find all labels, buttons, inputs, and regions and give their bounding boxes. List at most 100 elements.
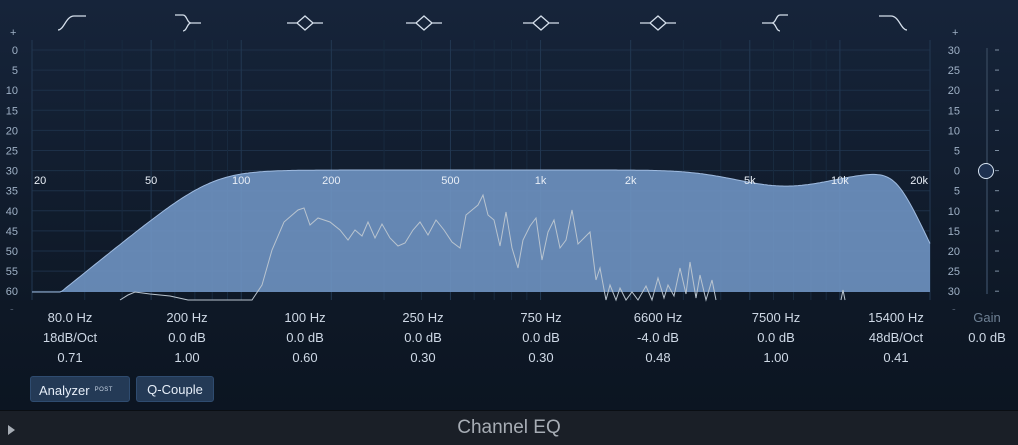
band-5-params: 750 Hz 0.0 dB 0.30: [481, 308, 601, 368]
right-scale-label: 30: [948, 286, 960, 298]
left-scale-label: 50: [6, 246, 18, 258]
band-gain[interactable]: 48dB/Oct: [868, 330, 924, 345]
left-scale-label: 35: [6, 186, 18, 198]
band-frequency[interactable]: 200 Hz: [166, 310, 208, 325]
right-scale-label: 0: [954, 166, 960, 178]
frequency-label: 2k: [625, 175, 637, 187]
left-scale-label: 55: [6, 266, 18, 278]
analyzer-button[interactable]: Analyzer POST: [30, 376, 130, 402]
band-frequency[interactable]: 750 Hz: [520, 310, 562, 325]
frequency-label: 5k: [744, 175, 756, 187]
band-1-params: 80.0 Hz 18dB/Oct 0.71: [10, 308, 130, 368]
band-q[interactable]: 0.30: [528, 350, 554, 365]
left-scale-label: 10: [6, 85, 18, 97]
left-scale-label: 45: [6, 226, 18, 238]
left-scale-label: 0: [12, 45, 18, 57]
band-7-params: 7500 Hz 0.0 dB 1.00: [716, 308, 836, 368]
right-scale-label: 10: [948, 206, 960, 218]
right-scale-label: 10: [948, 125, 960, 137]
band-q[interactable]: 0.41: [883, 350, 909, 365]
band-2-params: 200 Hz 0.0 dB 1.00: [127, 308, 247, 368]
gain-slider-knob[interactable]: [978, 162, 994, 179]
left-scale-label: 25: [6, 146, 18, 158]
gain-label: Gain: [973, 310, 1001, 325]
low-shelf-icon[interactable]: [163, 8, 211, 38]
right-scale-label: 25: [948, 65, 960, 77]
band-gain[interactable]: 0.0 dB: [757, 330, 795, 345]
right-scale-label: 25: [948, 266, 960, 278]
left-scale-label: 40: [6, 206, 18, 218]
frequency-labels: 20 50 100 200 500 1k 2k 5k 10k 20k: [34, 175, 928, 187]
right-gain-scale: +30 25 20 15 10 5 0 5 10 15 20 25 30 -: [948, 27, 999, 310]
q-couple-button[interactable]: Q-Couple: [136, 376, 214, 402]
band-q[interactable]: 0.48: [645, 350, 671, 365]
analyzer-spectrum: [119, 193, 846, 302]
right-scale-plus: +: [952, 27, 958, 39]
output-gain: Gain 0.0 dB: [961, 308, 1013, 348]
frequency-label: 20: [34, 175, 46, 187]
band-q[interactable]: 0.71: [57, 350, 83, 365]
band-frequency[interactable]: 80.0 Hz: [47, 310, 93, 325]
low-cut-icon[interactable]: [48, 8, 96, 38]
band-gain[interactable]: 18dB/Oct: [42, 330, 98, 345]
left-scale-plus: +: [10, 27, 16, 39]
band-frequency[interactable]: 100 Hz: [284, 310, 326, 325]
high-shelf-icon[interactable]: [752, 8, 800, 38]
bell-icon[interactable]: [400, 8, 448, 38]
band-4-params: 250 Hz 0.0 dB 0.30: [363, 308, 483, 368]
band-parameters: 80.0 Hz 18dB/Oct 0.71 200 Hz 0.0 dB 1.00…: [0, 308, 1018, 370]
band-frequency[interactable]: 15400 Hz: [868, 310, 924, 325]
left-scale-label: 60: [6, 286, 18, 298]
eq-curve-fill: [32, 170, 930, 292]
left-scale-label: 30: [6, 166, 18, 178]
band-3-params: 100 Hz 0.0 dB 0.60: [245, 308, 365, 368]
left-scale-label: 20: [6, 125, 18, 137]
left-scale-label: 5: [12, 65, 18, 77]
left-scale-label: 15: [6, 105, 18, 117]
high-cut-icon[interactable]: [869, 8, 917, 38]
frequency-label: 500: [441, 175, 459, 187]
footer-bar: Channel EQ: [0, 410, 1018, 445]
right-scale-label: 15: [948, 226, 960, 238]
left-scale-minus: -: [10, 304, 14, 310]
frequency-label: 100: [232, 175, 250, 187]
bell-icon[interactable]: [634, 8, 682, 38]
band-frequency[interactable]: 6600 Hz: [633, 310, 683, 325]
frequency-label: 20k: [910, 175, 928, 187]
band-gain[interactable]: 0.0 dB: [404, 330, 442, 345]
frequency-label: 200: [322, 175, 340, 187]
band-type-icons: [0, 8, 1018, 38]
band-q[interactable]: 1.00: [763, 350, 789, 365]
right-scale-minus: -: [952, 304, 956, 310]
gain-value[interactable]: 0.0 dB: [968, 330, 1006, 345]
band-6-params: 6600 Hz -4.0 dB 0.48: [598, 308, 718, 368]
left-db-scale: +0 5 10 15 20 25 30 35 40 45 50 55 60 -: [6, 27, 18, 310]
band-frequency[interactable]: 250 Hz: [402, 310, 444, 325]
disclosure-triangle-icon[interactable]: [8, 425, 15, 435]
analyzer-button-label: Analyzer: [39, 383, 90, 398]
right-scale-label: 30: [948, 45, 960, 57]
band-q[interactable]: 0.30: [410, 350, 436, 365]
band-q[interactable]: 0.60: [292, 350, 318, 365]
bell-icon[interactable]: [517, 8, 565, 38]
band-frequency[interactable]: 7500 Hz: [751, 310, 801, 325]
right-scale-label: 5: [954, 146, 960, 158]
bell-icon[interactable]: [281, 8, 329, 38]
analyzer-post-badge: POST: [94, 387, 113, 393]
frequency-label: 10k: [831, 175, 849, 187]
window-title: Channel EQ: [457, 417, 561, 438]
frequency-label: 1k: [535, 175, 547, 187]
band-q[interactable]: 1.00: [174, 350, 200, 365]
band-gain[interactable]: 0.0 dB: [168, 330, 206, 345]
frequency-label: 50: [145, 175, 157, 187]
eq-curve-line: [32, 169, 931, 293]
band-gain[interactable]: 0.0 dB: [286, 330, 324, 345]
band-8-params: 15400 Hz 48dB/Oct 0.41: [836, 308, 956, 368]
band-gain[interactable]: 0.0 dB: [522, 330, 560, 345]
right-scale-label: 20: [948, 85, 960, 97]
band-gain[interactable]: -4.0 dB: [637, 330, 679, 345]
right-scale-label: 5: [954, 186, 960, 198]
right-scale-label: 20: [948, 246, 960, 258]
